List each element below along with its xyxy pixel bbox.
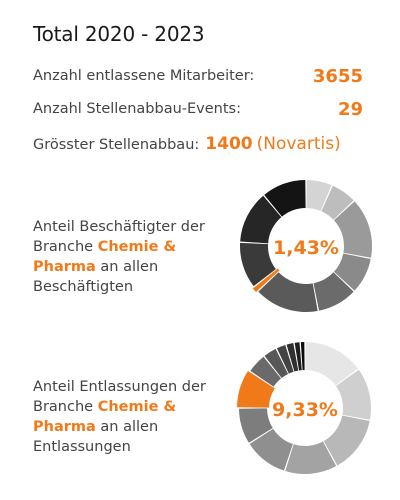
donut-slice (306, 180, 332, 211)
stat-value-largest: 1400 (205, 134, 253, 154)
donut-slice (286, 343, 299, 372)
donut-slice (250, 356, 282, 387)
donut-slice (300, 342, 305, 371)
donut-slice (333, 253, 371, 291)
desc-highlight: Chemie & Pharma (33, 399, 177, 435)
donut-slice (258, 272, 318, 312)
chart-description-employees: Anteil Beschäftigter der Branche Chemie … (33, 217, 233, 297)
stat-label-events: Anzahl Stellenabbau-Events: (33, 101, 241, 117)
desc-highlight: Chemie & Pharma (33, 239, 177, 275)
donut-slice (305, 342, 358, 386)
stat-value-employees: 3655 (312, 66, 363, 87)
donut-slice (321, 185, 354, 220)
donut-center-label: 9,33% (272, 399, 338, 421)
donut-slice (335, 369, 371, 420)
donut-slice (239, 408, 273, 443)
donut-slice (333, 201, 372, 258)
stat-row-largest: Grösster Stellenabbau: 1400 (Novartis) (33, 134, 341, 154)
donut-slice (313, 272, 354, 311)
donut-slice (294, 342, 302, 371)
stat-label-employees: Anzahl entlassene Mitarbeiter: (33, 68, 255, 84)
stat-label-largest: Grösster Stellenabbau: (33, 137, 200, 153)
stat-value-events: 29 (337, 99, 363, 120)
desc-text: Anteil Beschäftigter der Branche (33, 219, 205, 255)
stat-note-largest: (Novartis) (256, 134, 341, 154)
page-title: Total 2020 - 2023 (33, 22, 205, 46)
donut-slice-highlight (237, 370, 275, 408)
chart-description-layoffs: Anteil Entlassungen der Branche Chemie &… (33, 377, 233, 457)
desc-text: Anteil Entlassungen der Branche (33, 379, 206, 415)
donut-center-label: 1,43% (273, 237, 339, 259)
donut-slice (323, 415, 370, 466)
desc-text: an allen Beschäftigten (33, 259, 159, 295)
donut-slice (264, 348, 289, 378)
donut-slice (240, 242, 276, 287)
donut-slice-highlight (252, 268, 280, 293)
donut-slice (276, 345, 294, 374)
desc-text: an allen Entlassungen (33, 419, 159, 455)
donut-slice (264, 180, 306, 217)
donut-chart-employees: 1,43% (240, 180, 372, 312)
donut-slice (249, 428, 293, 471)
donut-slice (240, 195, 282, 244)
donut-slice (285, 441, 337, 474)
donut-chart-layoffs: 9,33% (237, 342, 371, 474)
